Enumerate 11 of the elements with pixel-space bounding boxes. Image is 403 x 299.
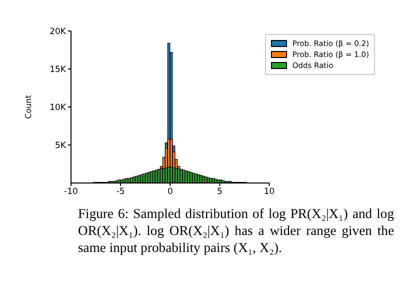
x-tick-label: -10 <box>64 187 78 198</box>
y-tick-label: 20K <box>50 27 66 38</box>
y-tick-label: 10K <box>50 103 66 114</box>
y-axis-title: Count <box>24 95 33 119</box>
y-tick-label: 15K <box>50 65 66 76</box>
x-tick-label: -5 <box>116 187 125 198</box>
x-tick-label: 5 <box>217 187 222 198</box>
x-tick-label: 0 <box>167 187 173 198</box>
caption: Figure 6: Sampled distribution of log PR(X₂|X₁) and log OR(X₂|X₁). log OR(X₂|X₁) has a wider range given the same input probability pairs (X₁, X₂). <box>78 205 394 256</box>
y-tick-label: 5K <box>55 141 66 152</box>
x-tick-label: 10 <box>264 187 275 198</box>
